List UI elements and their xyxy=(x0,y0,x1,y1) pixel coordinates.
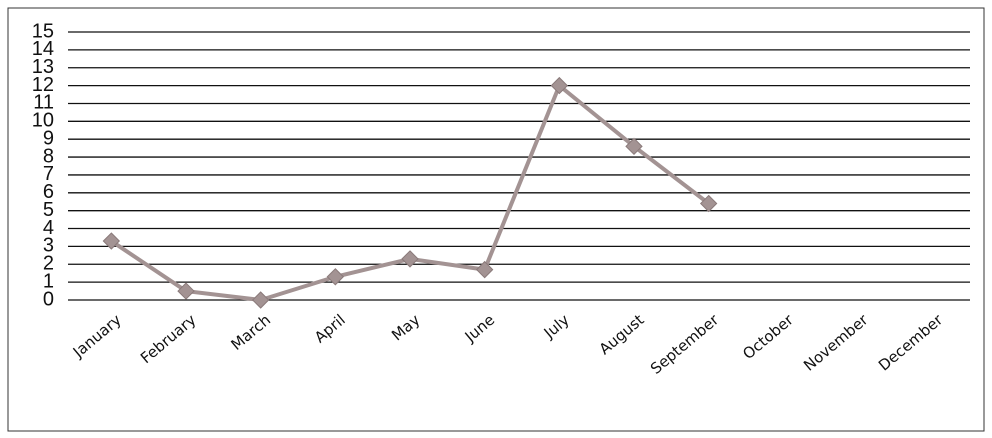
chart-border xyxy=(7,7,985,432)
y-tick-label: 13 xyxy=(32,56,54,78)
y-tick-label: 15 xyxy=(32,20,54,42)
y-tick-label: 11 xyxy=(33,92,54,114)
data-point xyxy=(475,260,494,279)
y-tick-label: 6 xyxy=(43,181,54,203)
x-tick-label: June xyxy=(461,311,498,346)
x-tick-label: February xyxy=(137,311,200,368)
x-tick-label: October xyxy=(739,310,797,363)
x-tick-label: January xyxy=(69,311,125,362)
y-tick-label: 8 xyxy=(43,145,54,167)
x-tick-label: September xyxy=(647,310,723,378)
x-tick-label: March xyxy=(228,311,275,354)
x-tick-label: August xyxy=(596,311,648,359)
y-tick-label: 9 xyxy=(43,127,54,149)
x-tick-label: July xyxy=(540,311,573,343)
y-tick-label: 0 xyxy=(43,288,54,310)
x-tick-label: December xyxy=(875,310,947,374)
y-tick-label: 10 xyxy=(32,110,54,132)
y-tick-label: 14 xyxy=(32,38,54,60)
x-tick-label: November xyxy=(800,310,872,374)
y-tick-label: 2 xyxy=(43,253,54,275)
data-point xyxy=(550,76,569,95)
x-tick-label: April xyxy=(311,311,349,347)
y-tick-label: 1 xyxy=(43,270,54,292)
data-point xyxy=(625,137,643,156)
data-point xyxy=(177,282,195,300)
y-tick-label: 7 xyxy=(43,163,54,185)
y-tick-label: 4 xyxy=(43,217,54,239)
data-point xyxy=(401,250,419,268)
data-point xyxy=(326,268,345,286)
x-tick-label: May xyxy=(388,311,423,345)
y-tick-label: 3 xyxy=(43,235,54,257)
data-point xyxy=(699,194,718,213)
y-tick-label: 12 xyxy=(32,74,54,96)
data-point xyxy=(102,232,121,250)
y-tick-label: 5 xyxy=(43,199,54,221)
data-point xyxy=(251,291,270,309)
